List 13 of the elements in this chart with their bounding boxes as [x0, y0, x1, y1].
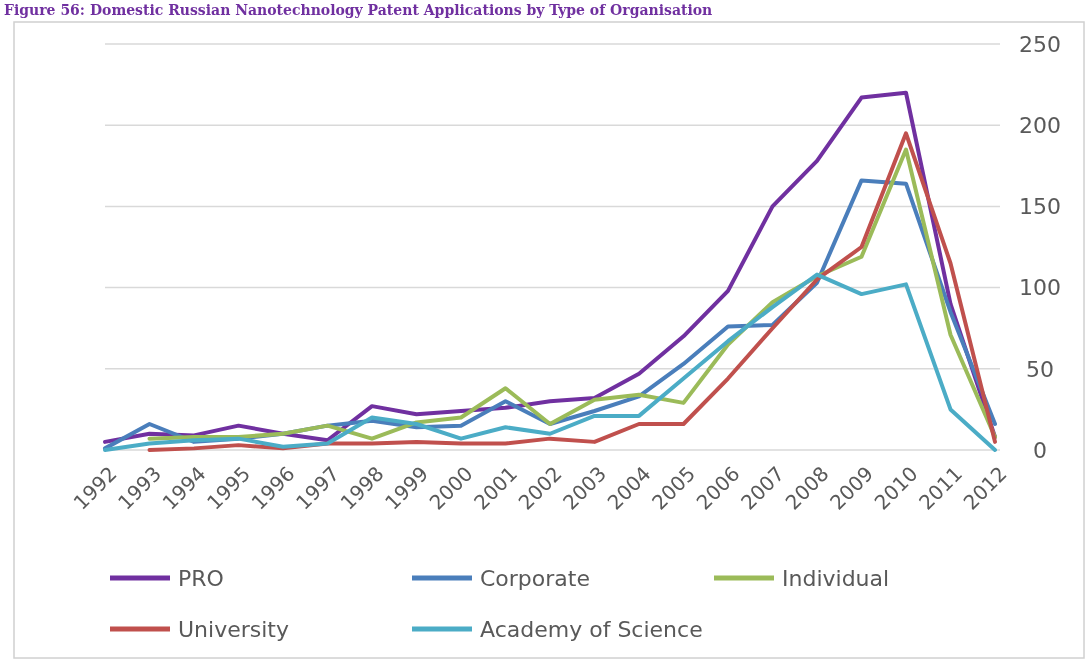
y-tick-label: 0	[1033, 437, 1047, 463]
line-series	[103, 272, 997, 452]
y-tick-label: 150	[1019, 194, 1061, 220]
y-tick-label: 250	[1019, 31, 1061, 57]
legend-label: Corporate	[480, 565, 590, 591]
legend-label: PRO	[178, 565, 224, 591]
legend-label: University	[178, 616, 289, 642]
y-tick-label: 100	[1019, 275, 1061, 301]
legend-label: Academy of Science	[480, 616, 703, 642]
y-tick-label: 200	[1019, 112, 1061, 138]
y-tick-label: 50	[1026, 356, 1054, 382]
legend-label: Individual	[782, 565, 890, 591]
chart-title: Figure 56: Domestic Russian Nanotechnology Patent Applications by Type of Organisation	[4, 2, 713, 18]
